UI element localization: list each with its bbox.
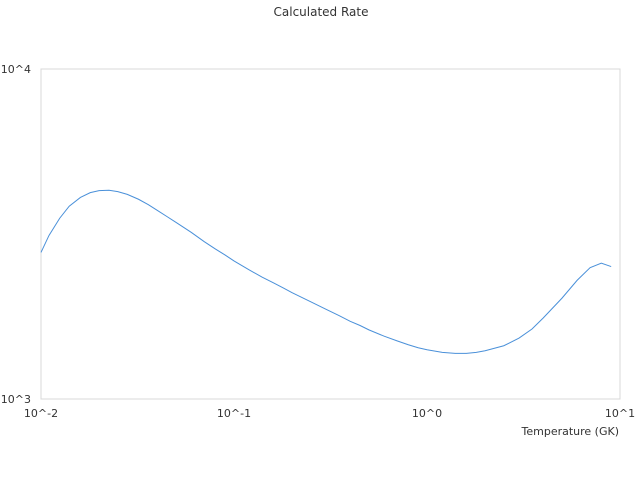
y-tick-label: 10^4 <box>1 63 31 76</box>
x-tick-label: 10^-1 <box>217 407 251 420</box>
x-tick-label: 10^-2 <box>24 407 58 420</box>
chart-title: Calculated Rate <box>274 5 369 19</box>
x-tick-label: 10^1 <box>605 407 635 420</box>
x-axis-label: Temperature (GK) <box>521 425 620 438</box>
y-tick-label: 10^3 <box>1 393 31 406</box>
x-tick-label: 10^0 <box>412 407 442 420</box>
series-line-0 <box>40 189 612 354</box>
plot-frame <box>40 68 621 400</box>
